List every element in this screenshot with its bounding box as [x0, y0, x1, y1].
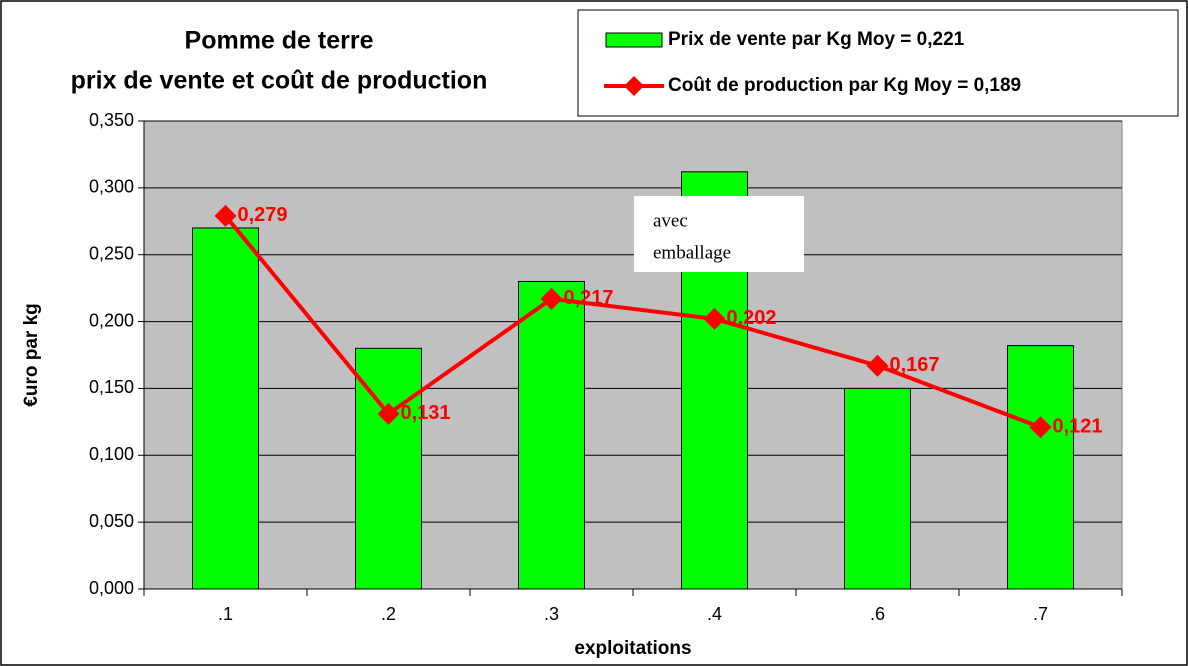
- data-label: 0,121: [1053, 415, 1103, 437]
- y-tick-label: 0,100: [89, 444, 134, 464]
- y-tick-label: 0,250: [89, 243, 134, 263]
- x-tick-label: .6: [870, 604, 885, 624]
- annotation: avec: [653, 210, 688, 231]
- data-label: 0,167: [890, 354, 940, 376]
- y-tick-label: 0,050: [89, 511, 134, 531]
- chart-title: Pomme de terre: [185, 27, 374, 55]
- plot-area: [143, 120, 1123, 590]
- y-tick-label: 0,150: [89, 377, 134, 397]
- legend-label: Coût de production par Kg Moy = 0,189: [668, 75, 1021, 96]
- legend-label: Prix de vente par Kg Moy = 0,221: [668, 29, 965, 50]
- data-label: 0,202: [727, 307, 777, 329]
- bar: [1007, 345, 1074, 590]
- legend-swatch: [605, 32, 663, 48]
- chart-title: prix de vente et coût de production: [71, 67, 488, 95]
- x-tick-label: .7: [1033, 604, 1048, 624]
- x-axis-label: exploitations: [574, 638, 691, 659]
- x-tick-label: .3: [544, 604, 559, 624]
- line: [223, 214, 1042, 430]
- data-label: 0,279: [238, 204, 288, 226]
- marker: [1029, 416, 1052, 439]
- marker: [540, 287, 563, 310]
- y-tick-label: 0,200: [89, 310, 134, 330]
- x-tick-label: .2: [381, 604, 396, 624]
- bar: [192, 227, 259, 590]
- x-tick-label: .1: [218, 604, 233, 624]
- marker: [377, 402, 400, 425]
- y-tick-label: 0,000: [89, 578, 134, 598]
- x-tick-label: .4: [707, 604, 722, 624]
- annotation-box: [634, 196, 804, 272]
- data-label: 0,217: [564, 287, 614, 309]
- marker: [703, 307, 726, 330]
- bar: [518, 280, 585, 590]
- marker: [214, 204, 237, 227]
- annotation: emballage: [653, 242, 731, 263]
- y-axis-label: €uro par kg: [21, 303, 42, 406]
- marker: [866, 354, 889, 377]
- bar: [844, 387, 911, 590]
- legend-swatch: [624, 76, 644, 96]
- data-label: 0,131: [401, 402, 451, 424]
- y-tick-label: 0,300: [89, 177, 134, 197]
- legend-box: [577, 9, 1179, 117]
- y-tick-label: 0,350: [89, 110, 134, 130]
